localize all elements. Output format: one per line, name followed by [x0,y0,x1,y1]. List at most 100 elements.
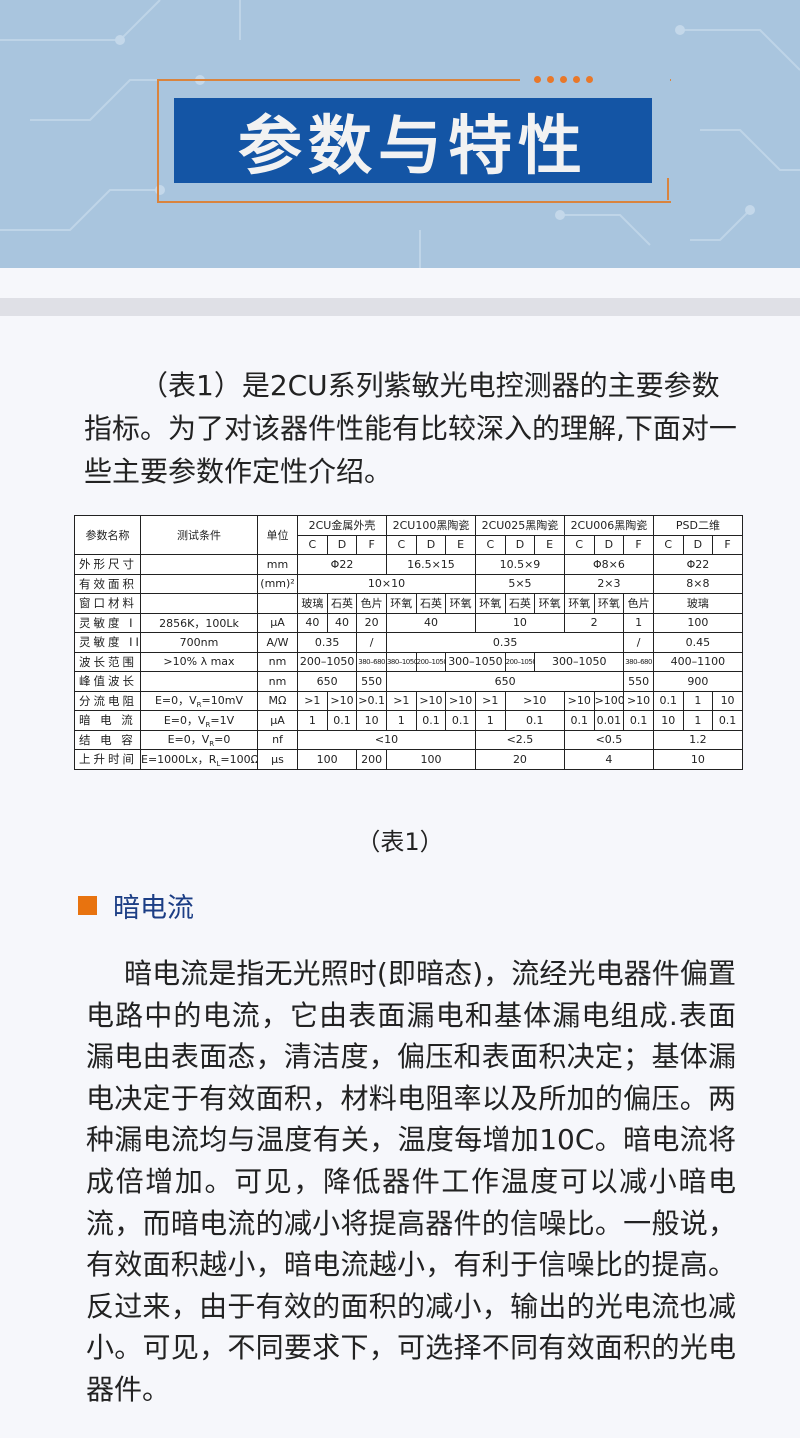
value-cell: <10 [297,729,476,750]
intro-paragraph: （表1）是2CU系列紫敏光电控测器的主要参数指标。为了对该器件性能有比较深入的理… [84,369,737,488]
table-row: 暗 电 流 E=0，VR=1V μA 1 0.1 10 1 0.1 0.1 1 0.1 0.1 0.01… [74,710,743,731]
value-cell: 300–1050 [534,651,625,672]
unit: μs [257,749,298,770]
test-condition: E=0，VR=10mV [140,690,258,711]
value-cell: 10×10 [297,573,476,594]
value-cell: 色片 [623,593,654,614]
header-unit: 单位 [257,515,298,555]
value-cell: 10 [652,710,684,731]
value-cell: 环氧 [534,593,565,614]
value-cell: 200–1050 [415,651,447,672]
value-cell: 石英 [504,593,536,614]
section-title: 暗电流 [113,893,194,924]
value-cell: >100 [593,690,625,711]
value-cell: 900 [652,671,743,692]
header-variant: F [712,534,743,555]
header-variant: C [385,534,417,555]
param-name: 窗口材料 [74,593,141,614]
value-cell: 环氧 [563,593,595,614]
unit: mm [257,554,298,575]
test-condition [140,671,258,692]
value-cell: 16.5×15 [385,554,476,575]
value-cell: 10 [356,710,387,731]
header-variant: D [326,534,358,555]
value-cell: / [623,632,654,653]
unit: nm [257,671,298,692]
header-variant: E [534,534,565,555]
value-cell: 10 [712,690,743,711]
header-variant: C [297,534,328,555]
value-cell: 1 [385,710,417,731]
value-cell: 0.1 [563,710,595,731]
value-cell: 1.2 [652,729,743,750]
header-param-name: 参数名称 [74,515,141,555]
value-cell: 环氧 [385,593,417,614]
value-cell: 8×8 [652,573,743,594]
value-cell: 石英 [415,593,447,614]
value-cell: 0.1 [652,690,684,711]
param-name: 结 电 容 [74,729,141,750]
unit: μA [257,710,298,731]
header-variant: E [445,534,476,555]
value-cell: 380–680 [356,651,387,672]
header-banner: 参数与特性 [0,0,800,268]
header-test-condition: 测试条件 [140,515,258,555]
header-model-group: 2CU100黑陶瓷 [385,515,476,536]
value-cell: 550 [623,671,654,692]
value-cell: Φ8×6 [563,554,654,575]
param-name: 灵敏度 II [74,632,141,653]
value-cell: 100 [296,749,358,770]
table-row: 灵敏度 II 700nm A/W 0.35/0.35/0.45 [74,632,743,653]
value-cell: >10 [623,690,654,711]
header-variant: F [356,534,387,555]
value-cell: 650 [385,671,625,692]
value-cell: 玻璃 [297,593,328,614]
value-cell: 10.5×9 [474,554,565,575]
param-name: 暗 电 流 [74,710,141,731]
title-frame [157,79,671,203]
table-row: 窗口材料 玻璃 石英 色片 环氧 石英 环氧 环氧 石英 环氧 环氧 环氧 色片 玻璃 [74,593,743,614]
param-name: 峰值波长 [74,671,141,692]
value-cell: <2.5 [474,729,565,750]
value-cell: >1 [297,690,328,711]
dots-decoration [534,76,593,83]
unit: (mm)² [257,573,298,594]
value-cell: >0.1 [356,690,387,711]
value-cell: 5×5 [474,573,565,594]
value-cell: 0.1 [326,710,358,731]
value-cell: 10 [652,749,743,770]
header-model-group: PSD二维 [652,515,743,536]
square-marker-icon [78,896,97,915]
table-row: 灵敏度 I 2856K，100Lk μA 40 40 20 40 10 2 1 100 [74,612,743,633]
test-condition: E=1000Lx，RL=100Ω [140,749,258,770]
value-cell: 0.1 [415,710,447,731]
section-heading: 暗电流 [78,886,194,925]
value-cell: 400–1100 [652,651,743,672]
value-cell: Φ22 [652,554,743,575]
unit: nf [257,729,298,750]
unit [257,593,298,614]
table-row: 外形尺寸 mm Φ22 16.5×15 10.5×9 Φ8×6 Φ22 [74,554,743,575]
value-cell: 色片 [356,593,387,614]
value-cell: >10 [563,690,595,711]
test-condition [140,593,258,614]
value-cell: 20 [474,749,565,770]
value-cell: 0.35 [296,632,358,653]
header-model-group: 2CU006黑陶瓷 [563,515,654,536]
table-row: 峰值波长 nm 650 550 650 550 900 [74,671,743,692]
value-cell: <0.5 [563,729,654,750]
value-cell: 2 [563,612,625,633]
value-cell: >1 [474,690,506,711]
unit: MΩ [257,690,298,711]
header-variant: D [593,534,625,555]
table-header-row: 参数名称 测试条件 单位 2CU金属外壳 2CU100黑陶瓷 2CU025黑陶瓷 2CU00… [74,515,743,555]
param-name: 灵敏度 I [74,612,141,633]
test-condition: >10% λ max [140,651,258,672]
value-cell: 650 [296,671,358,692]
value-cell: 环氧 [474,593,506,614]
value-cell: 300–1050 [445,651,506,672]
table-row: 波长范围 >10% λ max nm 200–1050 380–680 380–1050 2… [74,651,743,672]
header-variant: F [623,534,654,555]
param-name: 外形尺寸 [74,554,141,575]
